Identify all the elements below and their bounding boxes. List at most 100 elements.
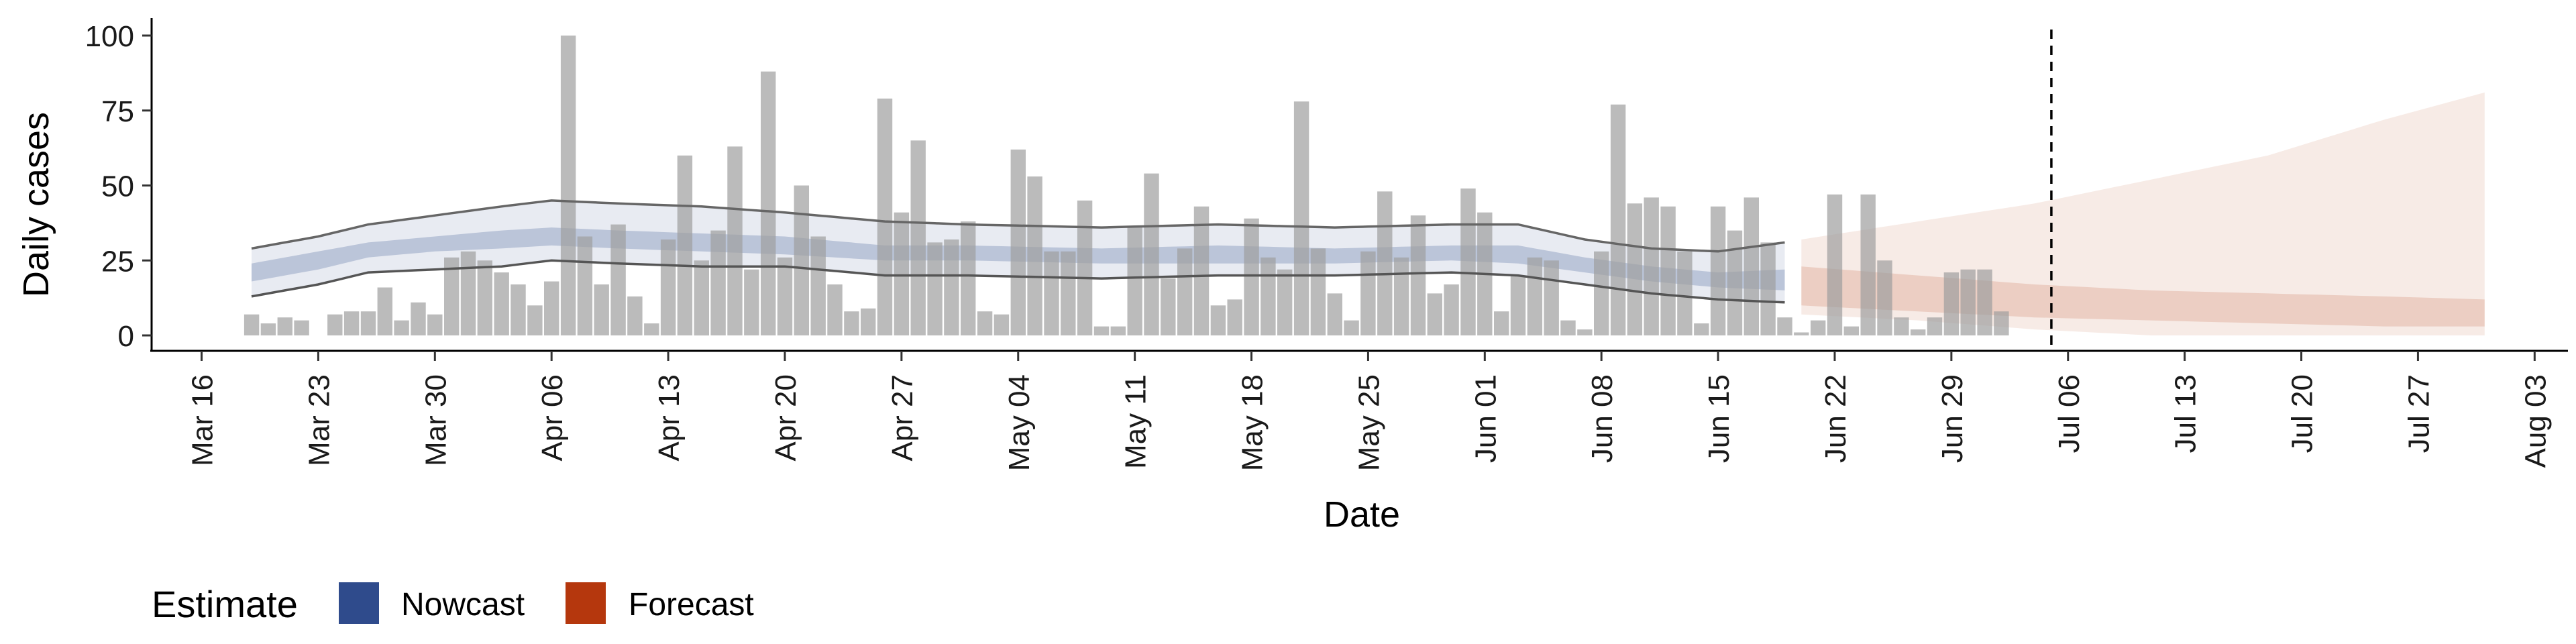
bar (1144, 173, 1159, 335)
bar (1044, 251, 1059, 335)
nowcast-lower-line (251, 259, 1785, 304)
bar (494, 272, 509, 335)
bar (1344, 320, 1359, 335)
bar (1927, 317, 1943, 335)
legend-title: Estimate (152, 583, 298, 625)
y-tick-label: 0 (118, 320, 134, 353)
bar (1943, 272, 1960, 335)
bar (360, 311, 376, 335)
bar (1710, 206, 1726, 335)
bar (844, 311, 859, 335)
x-tick-label: Jun 22 (1819, 374, 1852, 463)
bar (1743, 197, 1759, 335)
x-tick-label: Jun 01 (1469, 374, 1502, 463)
x-tick-label: Aug 03 (2519, 374, 2552, 468)
bar (794, 185, 809, 335)
bar (1610, 104, 1626, 336)
bar (427, 314, 443, 335)
legend-swatch-nowcast (339, 582, 379, 624)
bar (894, 212, 910, 335)
x-tick-label: Apr 06 (536, 374, 569, 462)
bar (1510, 275, 1526, 335)
axes: 0 25 50 75 100 Mar 16 Mar 23 Mar 30 Apr 06 Apr 13… (85, 18, 2568, 471)
bar (1010, 149, 1026, 335)
bar (627, 296, 643, 335)
bar (444, 257, 460, 335)
x-axis-title: Date (1324, 494, 1400, 535)
bar (1177, 248, 1193, 335)
bar (1210, 305, 1226, 335)
bar (1811, 320, 1826, 335)
bar (1244, 218, 1259, 335)
bar (660, 239, 676, 335)
x-tick-label: Apr 13 (653, 374, 686, 462)
x-tick-label: Jun 08 (1586, 374, 1619, 463)
bar (910, 140, 926, 335)
bar (644, 323, 659, 335)
bar (1760, 242, 1776, 335)
bar (594, 284, 609, 335)
bar (744, 269, 759, 335)
bar (727, 146, 743, 335)
bar (1977, 269, 1992, 335)
bar (1860, 194, 1876, 335)
bar (1193, 206, 1210, 335)
bar (244, 314, 260, 335)
bar (777, 257, 793, 335)
bar (1660, 206, 1676, 335)
bar (1843, 326, 1859, 335)
bar (927, 242, 943, 335)
bar (944, 239, 959, 335)
bar (1027, 176, 1042, 335)
bar (1794, 332, 1809, 335)
bar (327, 314, 343, 335)
bar (544, 281, 559, 335)
bar (677, 155, 693, 336)
bar (1627, 203, 1643, 335)
bar (1260, 257, 1276, 335)
bar (511, 284, 526, 335)
bar (994, 314, 1010, 335)
bar (1777, 317, 1792, 335)
bar (1410, 215, 1426, 335)
bar (1460, 189, 1476, 335)
bar (1694, 323, 1709, 335)
nowcast-upper-line (251, 199, 1785, 253)
bar (477, 260, 492, 336)
x-tick-label: Jul 20 (2286, 374, 2319, 453)
bar (1911, 329, 1926, 335)
bar (1994, 311, 2009, 335)
bar (277, 317, 292, 335)
legend: Estimate Nowcast Forecast (152, 582, 754, 625)
bar (610, 224, 626, 335)
bar (1444, 284, 1459, 335)
bar (560, 36, 576, 335)
x-tick-label: Jul 27 (2402, 374, 2435, 453)
bar (1327, 293, 1342, 335)
y-tick-label: 75 (101, 95, 134, 128)
bar (294, 320, 309, 335)
bar (861, 308, 876, 335)
bar (260, 323, 276, 335)
x-tick-label: Jun 15 (1703, 374, 1735, 463)
x-tick-label: Apr 27 (886, 374, 919, 462)
legend-swatch-forecast (566, 582, 606, 624)
bar (1827, 194, 1843, 335)
x-tick-label: Mar 23 (303, 374, 335, 466)
bar (1093, 326, 1110, 335)
bar (1227, 299, 1242, 335)
bar (977, 311, 993, 335)
x-tick-label: May 25 (1352, 374, 1385, 471)
legend-label-nowcast: Nowcast (401, 587, 525, 623)
bar (1061, 251, 1076, 335)
bar (1877, 260, 1892, 336)
x-tick-label: Jul 06 (2053, 374, 2086, 453)
bar (1310, 248, 1326, 335)
bar (1161, 278, 1176, 335)
bar (1544, 260, 1559, 336)
bar (1427, 293, 1442, 335)
x-tick-label: Jul 13 (2169, 374, 2202, 453)
bar (710, 230, 726, 335)
bar (411, 302, 426, 335)
